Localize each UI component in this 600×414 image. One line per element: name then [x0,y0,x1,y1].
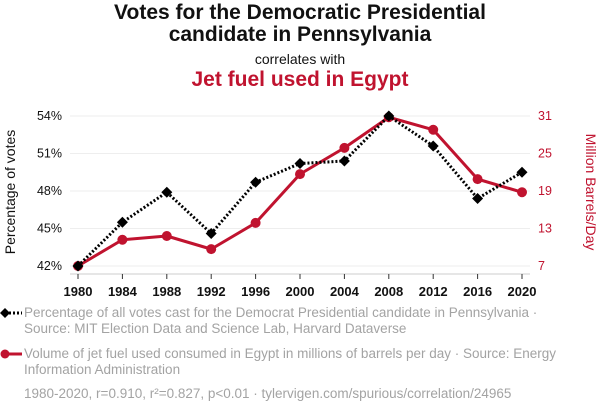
data-point-votes [516,166,528,178]
circle-solid-line-icon [0,349,22,359]
data-point-jet-fuel [295,169,305,180]
data-point-jet-fuel [250,217,261,228]
y-left-tick-label: 42% [37,259,62,273]
legend-item-jet-fuel: Volume of jet fuel used consumed in Egyp… [0,346,584,378]
y-right-tick-label: 7 [538,259,545,273]
data-point-votes [294,158,306,169]
y-right-tick-label: 25 [538,147,552,161]
x-axis: 1980 1984 1988 1992 1996 2000 2004 2008 2012 2016… [64,273,537,299]
x-tick-label: 1984 [108,284,138,299]
y-right-tick-label: 31 [538,109,552,123]
y-axis-right-label: Million Barrels/Day [583,134,599,251]
data-point-jet-fuel [161,231,172,241]
data-point-votes [427,140,439,152]
y-left-tick-label: 51% [37,147,62,161]
data-point-votes [472,193,484,204]
data-point-jet-fuel [117,234,128,245]
data-point-jet-fuel [472,174,483,185]
x-tick-label: 1992 [197,284,226,299]
data-point-jet-fuel [339,142,350,153]
x-tick-label: 2020 [508,284,537,299]
data-point-votes [383,110,395,122]
chart-title-line1: Votes for the Democratic Presidential [114,1,486,24]
x-tick-label: 1980 [64,284,93,299]
x-tick-label: 2000 [286,284,315,299]
x-tick-label: 2008 [374,284,403,299]
data-point-votes [72,260,84,272]
chart-title-secondary: Jet fuel used in Egypt [191,68,409,91]
data-point-jet-fuel [206,244,217,255]
y-left-tick-label: 45% [37,222,62,236]
diamond-dotted-line-icon [0,308,22,318]
y-left-tick-label: 54% [37,109,62,123]
data-point-votes [250,176,262,188]
x-tick-label: 1996 [241,284,270,299]
x-tick-label: 2012 [419,284,448,299]
gridlines [70,115,530,267]
y-left-tick-label: 48% [37,184,62,198]
x-tick-label: 1988 [152,284,181,299]
legend-text-votes: Percentage of all votes cast for the Dem… [24,305,538,336]
x-tick-label: 2004 [330,284,360,299]
y-axis-right: 7 13 19 25 31 [538,109,552,273]
chart-title-line2: candidate in Pennsylvania [168,23,432,46]
data-point-votes [338,155,350,167]
series-line-jet-fuel [77,115,523,268]
legend-text-jet-fuel: Volume of jet fuel used consumed in Egyp… [24,346,557,377]
x-tick-label: 2016 [463,284,492,299]
chart-subtitle: correlates with [254,51,346,67]
legend-item-votes: Percentage of all votes cast for the Dem… [0,305,584,337]
y-right-tick-label: 19 [538,184,552,198]
series-jet-fuel [73,112,527,271]
series-votes [72,110,528,272]
line-chart: 1980 1984 1988 1992 1996 2000 2004 2008 2012 2016… [2,109,599,299]
data-point-jet-fuel [517,187,527,198]
y-axis-left: 42% 45% 48% 51% 54% [37,109,62,273]
footer-stats: 1980-2020, r=0.910, r²=0.827, p<0.01 · t… [24,386,512,401]
y-axis-left-label: Percentage of votes [2,130,18,255]
data-point-votes [161,186,173,198]
data-point-jet-fuel [428,124,439,135]
y-right-tick-label: 13 [538,222,552,236]
data-point-votes [116,216,128,228]
data-point-votes [205,228,217,239]
